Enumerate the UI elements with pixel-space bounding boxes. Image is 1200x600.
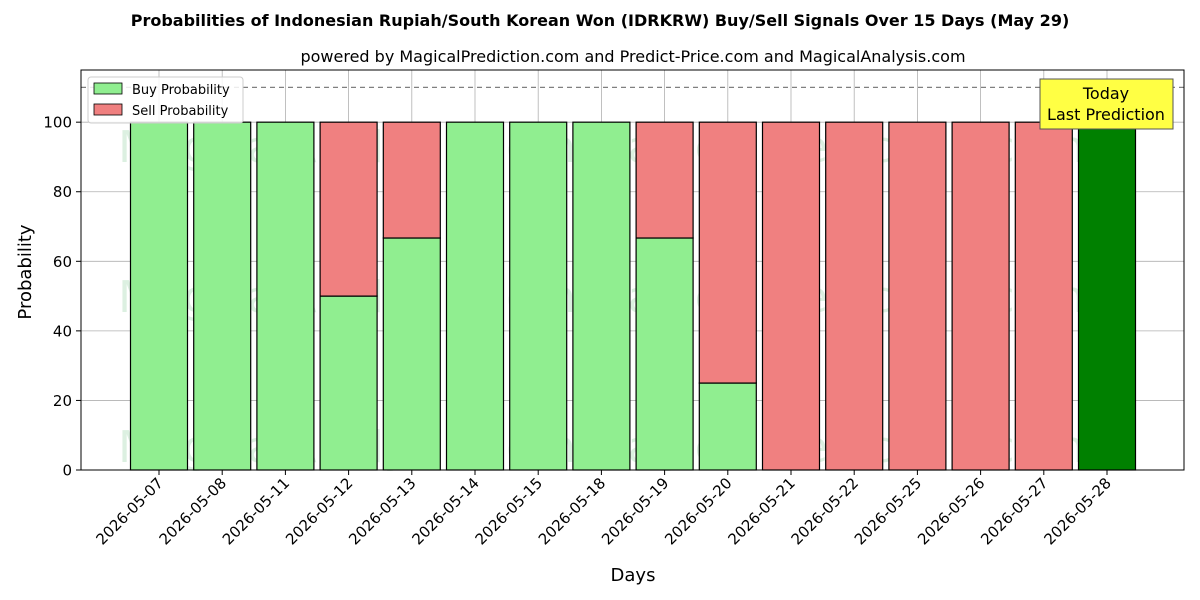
bar-buy — [382, 237, 441, 471]
bar-sell — [1014, 121, 1073, 471]
x-tick-label: 2026-05-13 — [345, 474, 419, 548]
bar-sell — [825, 121, 884, 471]
x-tick-label: 2026-05-18 — [535, 474, 609, 548]
y-tick-label: 80 — [53, 183, 72, 201]
y-tick-label: 40 — [53, 322, 72, 340]
bar-buy — [635, 237, 694, 471]
bar-buy — [319, 295, 378, 471]
legend-label-buy: Buy Probability — [132, 83, 230, 98]
y-axis-label: Probability — [15, 224, 36, 319]
chart-title: Probabilities of Indonesian Rupiah/South… — [131, 11, 1070, 30]
bar-sell — [888, 121, 947, 471]
bar-buy — [256, 121, 315, 471]
legend-label-sell: Sell Probability — [132, 104, 229, 119]
x-tick-label: 2026-05-28 — [1040, 474, 1114, 548]
bar-sell — [698, 121, 757, 384]
x-tick-label: 2026-05-15 — [472, 474, 546, 548]
x-tick-label: 2026-05-19 — [598, 474, 672, 548]
bar-sell — [319, 121, 378, 297]
x-axis-label: Days — [611, 565, 656, 586]
x-tick-label: 2026-05-26 — [914, 474, 988, 548]
x-tick-label: 2026-05-11 — [219, 474, 293, 548]
x-ticks: 2026-05-072026-05-082026-05-112026-05-12… — [92, 470, 1115, 548]
annotation-line-2: Last Prediction — [1047, 105, 1165, 124]
chart-subtitle: powered by MagicalPrediction.com and Pre… — [300, 47, 965, 66]
bar-buy — [572, 121, 631, 471]
legend-swatch-buy — [93, 82, 123, 95]
bar-sell — [635, 121, 694, 239]
annotation-box — [1039, 78, 1174, 130]
bar-sell — [951, 121, 1010, 471]
today-annotation: Today Last Prediction — [1039, 78, 1174, 130]
bars — [129, 121, 1137, 471]
x-tick-label: 2026-05-22 — [788, 474, 862, 548]
legend: Buy Probability Sell Probability — [87, 76, 244, 124]
y-tick-label: 0 — [62, 462, 72, 480]
bar-buy — [129, 121, 189, 471]
bar-sell — [382, 121, 441, 239]
bar-buy — [509, 121, 568, 471]
bar-buy — [1077, 121, 1137, 471]
y-ticks: 0 20 40 60 80 100 — [43, 114, 81, 480]
y-tick-label: 60 — [53, 253, 72, 271]
x-tick-label: 2026-05-07 — [92, 474, 166, 548]
annotation-line-1: Today — [1082, 84, 1129, 103]
x-tick-label: 2026-05-12 — [282, 474, 356, 548]
x-tick-label: 2026-05-27 — [977, 474, 1051, 548]
bar-buy — [445, 121, 505, 471]
bar-buy — [193, 121, 252, 471]
x-tick-label: 2026-05-08 — [156, 474, 230, 548]
plot-frame — [80, 69, 1185, 471]
bar-sell — [761, 121, 821, 471]
bar-buy — [698, 382, 757, 471]
x-tick-label: 2026-05-21 — [724, 474, 798, 548]
legend-swatch-sell — [93, 103, 123, 116]
y-tick-label: 20 — [53, 392, 72, 410]
y-tick-label: 100 — [43, 114, 72, 132]
x-tick-label: 2026-05-20 — [661, 474, 735, 548]
legend-box — [87, 76, 244, 124]
x-tick-label: 2026-05-25 — [851, 474, 925, 548]
x-tick-label: 2026-05-14 — [408, 474, 482, 548]
